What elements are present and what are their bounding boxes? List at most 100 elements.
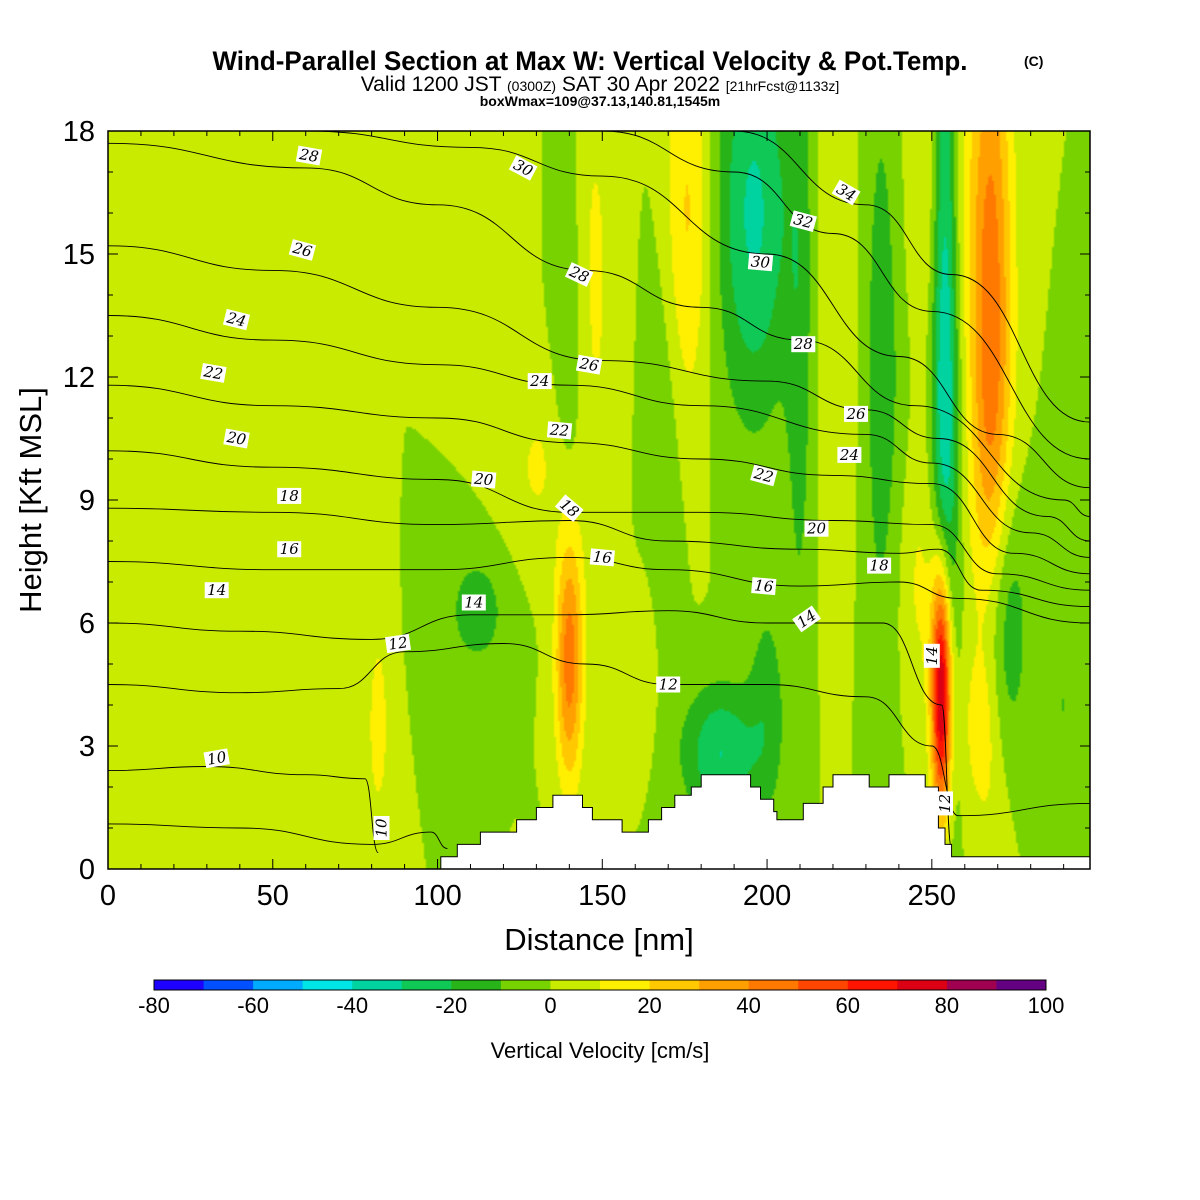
contour-label-box xyxy=(804,520,829,537)
contour-label-20: 12 xyxy=(656,676,681,694)
contour-label-box xyxy=(747,253,774,272)
y-tick-label: 9 xyxy=(79,485,95,517)
contour-label-text: 14 xyxy=(923,646,941,665)
contour-label-19: 16 xyxy=(589,548,615,567)
plot-area: 28 30 26 24 22 20 18 16 14 12 10 10 14 20 22 24 26 28 18 16… xyxy=(108,131,1090,869)
contour-label-text: 10 xyxy=(206,748,228,769)
contour-label-28: 30 xyxy=(747,252,774,272)
contour-label-text: 26 xyxy=(290,238,315,261)
contour-label-15: 24 xyxy=(527,372,552,390)
contour-label-text: 16 xyxy=(754,576,775,596)
colorbar-swatch xyxy=(401,980,452,990)
contour-label-text: 12 xyxy=(387,633,408,653)
contour-label-11: 10 xyxy=(373,816,391,840)
contour-label-26: 26 xyxy=(844,405,868,423)
contour-label-33: 12 xyxy=(936,791,954,816)
contour-label-box xyxy=(546,421,573,440)
contour-label-box xyxy=(204,582,229,599)
y-tick-label: 12 xyxy=(63,362,95,394)
contour-label-box xyxy=(789,210,817,233)
y-tick-label: 6 xyxy=(79,608,95,640)
contour-label-0: 28 xyxy=(295,145,323,166)
colorbar-tick-label: 40 xyxy=(736,993,760,1018)
contour-label-text: 14 xyxy=(464,594,483,612)
colorbar-swatch xyxy=(748,980,799,990)
colorbar-label: Vertical Velocity [cm/s] xyxy=(491,1038,710,1063)
contour-label-text: 20 xyxy=(806,520,827,538)
contour-label-box xyxy=(277,541,302,558)
contour-label-text: 20 xyxy=(225,428,248,449)
contour-label-29: 32 xyxy=(789,210,817,233)
contour-label-3: 24 xyxy=(222,308,251,331)
contour-label-box xyxy=(461,594,486,611)
contour-label-box xyxy=(471,470,497,489)
colorbar-tick-label: 100 xyxy=(1028,993,1065,1018)
contour-label-box xyxy=(373,816,390,840)
contour-label-text: 16 xyxy=(280,540,300,558)
x-tick-label: 200 xyxy=(743,880,791,912)
contour-label-13: 20 xyxy=(471,470,497,490)
colorbar-swatch xyxy=(550,980,601,990)
contour-label-text: 14 xyxy=(207,581,226,599)
x-tick-label: 50 xyxy=(257,880,289,912)
colorbar-swatch xyxy=(302,980,353,990)
colorbar-swatch xyxy=(203,980,254,990)
contour-label-box xyxy=(750,464,778,487)
theta-contours xyxy=(108,131,1090,854)
contour-label-5: 20 xyxy=(223,428,250,449)
contour-label-box xyxy=(222,308,251,331)
contour-label-box xyxy=(288,239,317,261)
contour-label-box xyxy=(791,336,816,353)
theta-contour-10-0 xyxy=(108,823,448,849)
contour-label-24: 22 xyxy=(750,464,778,487)
contour-label-text: 22 xyxy=(548,420,570,440)
contour-label-27: 28 xyxy=(791,335,816,353)
colorbar-swatch xyxy=(253,980,304,990)
y-tick-label: 15 xyxy=(63,239,95,271)
contour-label-box xyxy=(923,643,940,668)
contour-label-box xyxy=(295,145,323,166)
contour-label-box xyxy=(203,748,230,769)
contour-label-23: 20 xyxy=(804,520,829,538)
contour-label-box xyxy=(792,605,822,633)
theta-contour-24-8 xyxy=(108,315,1090,558)
contour-label-box xyxy=(223,428,250,449)
theta-contour-22-7 xyxy=(108,384,1090,575)
y-axis: 0 3 6 9 12 15 18 xyxy=(63,116,1090,886)
contour-label-box xyxy=(277,487,302,504)
colorbar-swatch xyxy=(847,980,898,990)
colorbar-tick-label: 20 xyxy=(637,993,661,1018)
y-tick-label: 3 xyxy=(79,731,95,763)
contour-label-box xyxy=(937,791,953,816)
contour-label-text: 30 xyxy=(750,252,771,272)
contour-label-text: 12 xyxy=(936,794,954,813)
colorbar-swatch xyxy=(600,980,651,990)
colorbar: -80 -60 -40 -20 0 20 40 60 80 100 xyxy=(138,979,1065,1018)
contour-label-text: 10 xyxy=(373,818,391,838)
theta-contour-10-1 xyxy=(108,766,379,854)
contour-label-box xyxy=(831,179,861,206)
contour-label-6: 18 xyxy=(277,487,302,505)
colorbar-tick-label: -80 xyxy=(138,993,170,1018)
chart-title: Wind-Parallel Section at Max W: Vertical… xyxy=(213,46,968,76)
x-axis-label: Distance [nm] xyxy=(504,922,694,957)
colorbar-swatch xyxy=(699,980,750,990)
colorbar-swatch xyxy=(649,980,700,990)
contour-label-text: 24 xyxy=(529,372,549,390)
contour-label-2: 26 xyxy=(288,238,317,261)
contour-label-box xyxy=(751,577,777,596)
colorbar-swatch xyxy=(798,980,849,990)
colorbar-swatch xyxy=(897,980,948,990)
colorbar-tick-label: -60 xyxy=(237,993,269,1018)
contour-label-text: 24 xyxy=(839,446,859,464)
colorbar-swatch xyxy=(451,980,502,990)
colorbar-tick-label: -20 xyxy=(435,993,467,1018)
contour-label-box xyxy=(589,548,615,567)
contour-label-text: 20 xyxy=(472,470,494,490)
y-tick-label: 18 xyxy=(63,116,95,148)
contour-label-text: 24 xyxy=(224,308,248,330)
contour-label-box xyxy=(656,676,681,693)
theta-contour-30-11 xyxy=(305,131,1090,489)
contour-label-25: 24 xyxy=(837,446,862,464)
contour-label-box xyxy=(844,405,868,422)
